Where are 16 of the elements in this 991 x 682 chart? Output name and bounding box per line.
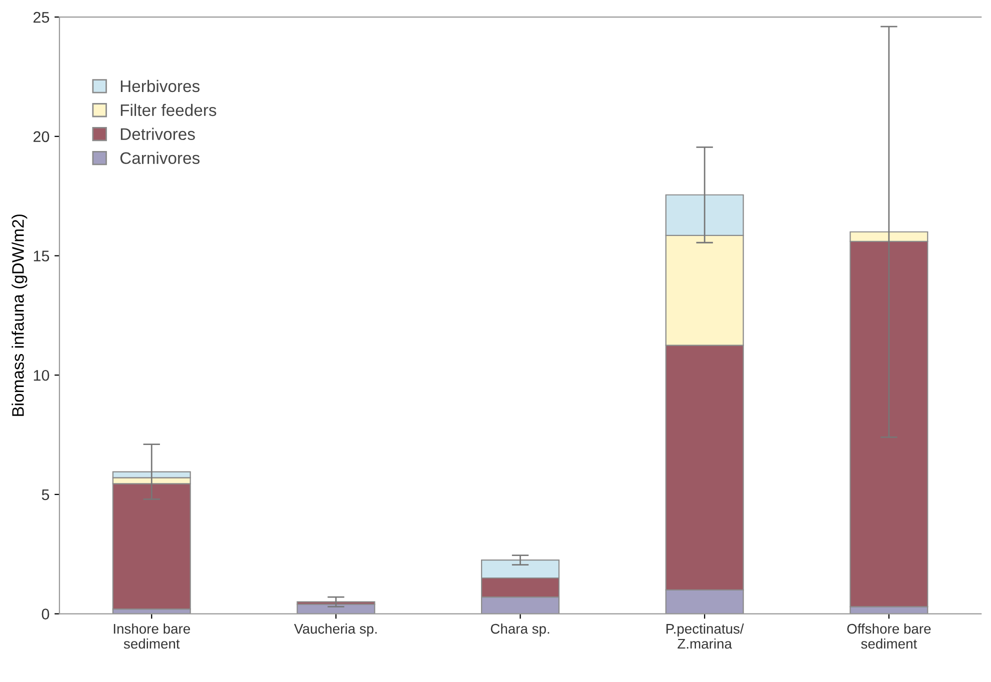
x-tick-label: Chara sp. [490,624,550,636]
legend-label: Detrivores [120,128,195,140]
legend-label: Carnivores [120,152,200,164]
legend-label: Filter feeders [120,104,216,116]
y-tick-label: 25 [34,12,50,23]
x-tick-label: Offshore bare sediment [847,624,931,649]
x-tick-label: Vaucheria sp. [294,624,377,636]
y-tick-label: 5 [42,489,50,500]
x-tick-label: Inshore bare sediment [114,624,190,649]
y-tick-label: 0 [42,608,50,620]
y-tick-label: 20 [34,131,50,142]
y-axis-title: Biomass infauna (gDW/m2) [12,214,28,416]
legend-label: Herbivores [120,80,200,92]
y-tick-label: 15 [34,250,50,262]
x-tick-label: P.pectinatus/ Z.marina [666,624,744,649]
y-tick-label: 10 [34,370,50,381]
